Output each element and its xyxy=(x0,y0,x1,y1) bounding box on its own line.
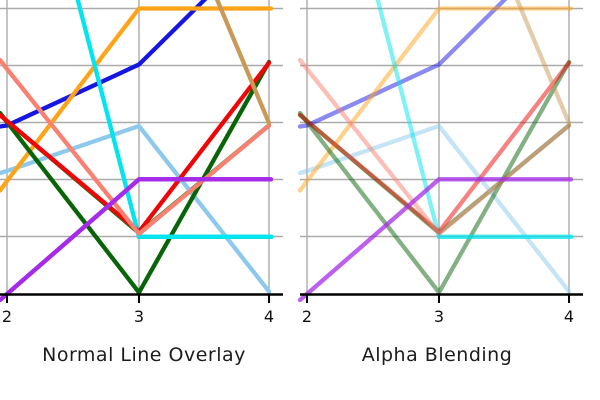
line-red xyxy=(297,60,572,234)
tick-label: 2 xyxy=(2,307,12,326)
line-purple-dup xyxy=(297,177,574,303)
series-lines xyxy=(297,0,574,303)
line-red xyxy=(0,60,272,234)
series-lines xyxy=(0,0,274,303)
v-gridlines xyxy=(306,0,570,295)
x-ticks: 2 3 4 xyxy=(302,294,574,326)
h-gridlines xyxy=(0,7,283,238)
tick-label: 4 xyxy=(564,307,574,326)
line-purple-dup xyxy=(0,177,274,303)
tick-label: 3 xyxy=(434,307,444,326)
line-orange xyxy=(0,6,274,193)
chart-opaque: 2 3 4 xyxy=(0,0,283,326)
left-chart-title: Normal Line Overlay xyxy=(42,344,246,366)
line-tan xyxy=(214,0,272,126)
right-chart-title: Alpha Blending xyxy=(361,344,513,366)
x-ticks: 2 3 4 xyxy=(2,294,274,326)
v-gridlines xyxy=(6,0,270,295)
line-orange xyxy=(297,6,574,193)
chart-alpha: 2 3 4 xyxy=(297,0,583,326)
tick-label: 2 xyxy=(302,307,312,326)
tick-label: 3 xyxy=(134,307,144,326)
h-gridlines xyxy=(300,7,583,238)
tick-label: 4 xyxy=(264,307,274,326)
line-tan xyxy=(514,0,572,126)
